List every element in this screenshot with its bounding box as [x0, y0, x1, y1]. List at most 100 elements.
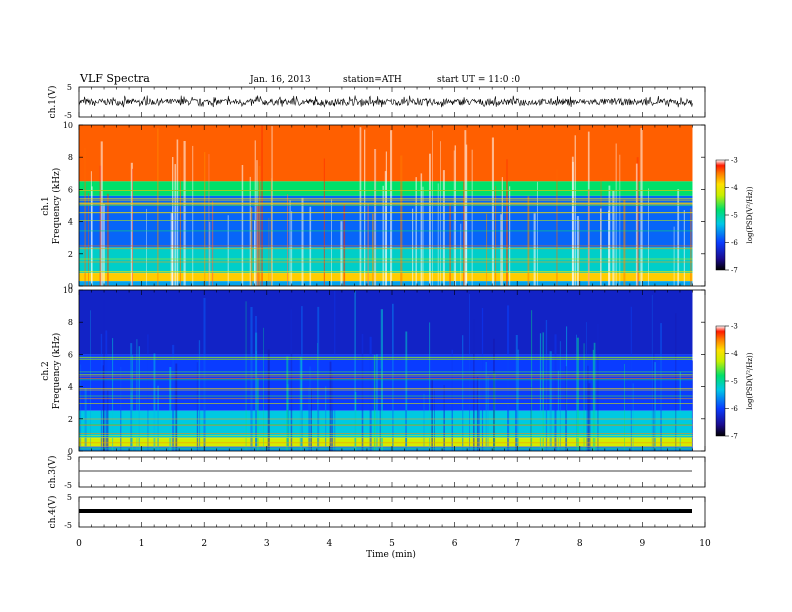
ch1-spectrogram-streak — [382, 185, 384, 286]
ch1-waveform-panel: 5 -5 ch.1(V) — [47, 83, 706, 120]
ch4-waveform-panel: 5 -5 ch.4(V) — [47, 493, 706, 530]
ch1-spectrogram-streak — [509, 186, 511, 286]
ch2-spectrogram-line — [79, 356, 693, 358]
ch2-spectrogram-ytick-label: 4 — [68, 383, 73, 392]
ch1-spectrogram-line — [79, 248, 693, 250]
date-label: Jan. 16, 2013 — [249, 75, 311, 85]
time-tick-label: 3 — [264, 539, 270, 549]
ch2-spectrogram-streak — [554, 334, 557, 451]
ch1-spectrogram-streak — [289, 200, 291, 286]
ch2-spectrogram-ytick-label: 8 — [68, 318, 73, 327]
ch1-spectrogram-colorbar-tick-label: -4 — [731, 184, 738, 192]
ch2-spectrogram-streak — [624, 364, 625, 451]
ch2-spectrogram-line — [79, 448, 693, 450]
ch1-colorbar-ticks: -3 -4 -5 -6 -7 — [725, 157, 738, 275]
ch1-spectrogram-line — [79, 199, 693, 201]
ch1-spectrogram-line — [79, 230, 693, 232]
ch2-colorbar-ticks: -3 -4 -5 -6 -7 — [725, 323, 738, 441]
ch1-spectrogram-streak — [174, 164, 176, 286]
ch1-spectrogram-streak — [340, 221, 343, 286]
ch1-spectrogram-streak — [635, 163, 638, 286]
ch2-spectrogram-streak — [583, 343, 585, 451]
ch1-spectrogram-streak — [537, 181, 538, 286]
ch1-ylabel: ch.1(V) — [47, 86, 58, 119]
ch2-spectrogram-streak — [263, 327, 264, 451]
ch1-spectrogram-streak — [527, 196, 530, 286]
ch3-ylabel: ch.3(V) — [47, 456, 58, 489]
ch1-spectrogram-streak — [88, 193, 89, 286]
ch2-spectrogram-yticks: 0 2 4 6 8 10 — [63, 286, 705, 456]
ch2-spectrogram-line — [79, 379, 693, 381]
ch2-spectrogram-streak — [379, 368, 381, 451]
time-tick-label: 1 — [139, 539, 145, 549]
ch1-spectrogram-line — [79, 271, 693, 272]
ch1-spectrogram-line — [79, 205, 693, 206]
ch2-spectrogram-line — [79, 389, 693, 391]
ch2-spectrogram-streak — [157, 385, 159, 451]
ch2-spectrogram-streak — [477, 379, 480, 451]
ch2-spectrogram-line — [79, 446, 693, 448]
ch1-spectrogram-colorbar-tick-label: -5 — [731, 212, 738, 220]
ch1-spectrogram-ytick-label: 6 — [68, 185, 73, 194]
ch2-spectrogram-line — [79, 374, 693, 375]
ch2-spectrogram-streak — [153, 353, 156, 451]
ch1-spectrogram-streak — [422, 186, 424, 286]
ch2-spectrogram-streak — [451, 349, 453, 451]
ch1-spectrogram-streak — [454, 145, 456, 286]
ch2-spectrogram-streak — [632, 383, 634, 451]
ch2-spectrogram-streak — [565, 366, 567, 451]
time-tick-label: 8 — [577, 539, 583, 549]
ch1-spectrogram-streak — [623, 199, 626, 286]
ch1-spectrogram-streak — [211, 201, 214, 286]
ch1-spectrogram-streak — [192, 145, 194, 286]
ch2-spectrogram-ytick-label: 6 — [68, 350, 73, 359]
ch1-spectrogram-streak — [107, 193, 109, 286]
ch1-spectrogram-yticks: 0 2 4 6 8 10 — [63, 121, 705, 291]
ch1-spectrogram-streak — [249, 176, 251, 286]
ch1-spectrogram-colorbar-tick-label: -7 — [731, 267, 738, 275]
ch1-spectrogram-streak — [254, 220, 255, 286]
ch1-spectrogram-streak — [432, 130, 433, 286]
ch1-spectrogram-line — [79, 212, 693, 214]
ch1-spectrogram-streak — [420, 173, 423, 286]
ch2-spectrogram-line — [79, 357, 693, 359]
ch2-spectrogram-streak — [257, 377, 259, 451]
ch1-spectrogram-line — [79, 190, 693, 191]
ch2-spectrogram-streak — [169, 367, 172, 451]
ch1-spectrogram-streak — [612, 191, 615, 286]
ch2-spectrogram-streak — [255, 316, 257, 451]
ch2-spectrogram-streak — [545, 320, 548, 451]
ch1-spectrogram-ytick-label: 10 — [63, 121, 73, 130]
ch1-spectrogram-streak — [323, 158, 325, 286]
ch2-spectrogram-streak — [679, 371, 681, 451]
time-axis-label: Time (min) — [366, 549, 416, 560]
ch2-spectrogram-streak — [493, 338, 495, 451]
ch1-spectrogram-streak — [464, 130, 467, 286]
ch2-spectrogram-streak — [299, 356, 302, 451]
ch1-spectrogram-streak — [204, 152, 206, 286]
figure-title: VLF Spectra — [79, 72, 150, 85]
ch1-spectrogram-ytick-label: 4 — [68, 218, 73, 227]
ch2-spectrogram-streak — [517, 349, 519, 451]
ch1-spectrogram-streak — [640, 128, 643, 286]
ch1-spectrogram-streak — [359, 127, 362, 286]
ch2-spectrogram-streak — [172, 344, 175, 451]
ch2-spectrogram-streak — [301, 358, 303, 451]
ch2-spectrogram-streak — [290, 309, 293, 451]
ch2-spectrogram-band — [79, 290, 693, 355]
ch1-spectrogram-streak — [471, 149, 473, 286]
ch2-spectrogram-streak — [675, 313, 677, 451]
ch1-spectrogram-streak — [170, 213, 173, 286]
ch2-spectrogram-streak — [469, 293, 470, 451]
ch2-spectrogram-ytick-label: 2 — [68, 415, 73, 424]
ch2-spectrogram-line — [79, 424, 693, 425]
ch2-spectrogram-streak — [361, 334, 364, 451]
ch1-spectrogram-streak — [227, 215, 229, 286]
ch1-spectrogram-streak — [99, 165, 102, 286]
ch2-spectrogram-streak — [473, 319, 475, 451]
ch2-spectrogram-streak — [392, 303, 394, 451]
time-tick-label: 5 — [389, 539, 395, 549]
ch1-spectrogram-streak — [486, 213, 488, 286]
